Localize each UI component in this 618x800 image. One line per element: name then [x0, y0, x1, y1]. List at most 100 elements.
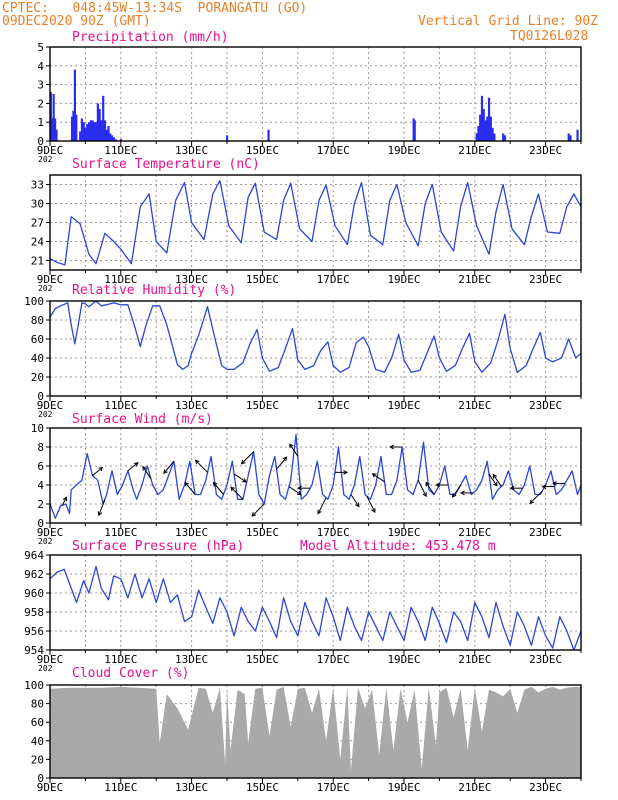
wind-arrow — [289, 443, 299, 457]
wind-arrow-head — [62, 496, 68, 502]
surface-temperature-ytick-label: 27 — [31, 217, 44, 230]
cloud-cover-xtick-label: 23DEC — [529, 781, 562, 794]
precipitation-bar — [486, 116, 489, 141]
precipitation-frame — [49, 46, 582, 142]
surface-wind-xtick-label: 19DEC — [387, 526, 420, 539]
surface-temperature-ytick-label: 24 — [31, 236, 45, 249]
wind-arrow — [492, 474, 502, 487]
wind-arrow — [417, 480, 427, 497]
precipitation-bar — [103, 120, 107, 141]
precipitation-bar — [105, 129, 108, 141]
surface-pressure-xtick-label: 9DEC — [37, 653, 64, 666]
wind-arrow-head — [371, 508, 376, 514]
precipitation-bar — [110, 135, 114, 141]
relative-humidity-xtick-label: 21DEC — [458, 399, 491, 412]
wind-arrow-head — [297, 485, 302, 491]
precipitation-bar — [82, 122, 85, 141]
surface-temperature-title: Surface Temperature (nC) — [72, 157, 260, 172]
relative-humidity-xtick-label: 15DEC — [246, 399, 279, 412]
cloud-cover-xtick-label: 11DEC — [104, 781, 137, 794]
cloud-cover-ytick-label: 60 — [31, 716, 44, 729]
surface-wind-ytick-label: 4 — [37, 479, 44, 492]
precipitation-ytick-label: 4 — [37, 60, 44, 73]
precipitation-ytick-label: 0 — [37, 135, 44, 148]
precipitation-ytick-label: 2 — [37, 97, 44, 110]
surface-wind-ytick-label: 0 — [37, 517, 44, 530]
surface-wind-xtick-label: 21DEC — [458, 526, 491, 539]
cloud-cover-ytick-label: 20 — [31, 753, 44, 766]
wind-arrow — [163, 460, 175, 474]
relative-humidity-ytick-label: 0 — [37, 390, 44, 403]
cloud-cover-xtick-label: 21DEC — [458, 781, 491, 794]
relative-humidity-ytick-label: 60 — [31, 333, 44, 346]
precipitation-bar — [73, 69, 76, 141]
precipitation-xtick-label: 11DEC — [104, 144, 137, 157]
surface-wind-xtick-label: 9DEC — [37, 526, 64, 539]
wind-arrow-head — [194, 459, 200, 465]
precipitation-bar — [75, 114, 78, 141]
surface-pressure-ytick-label: 954 — [24, 644, 44, 657]
wind-arrow-head — [343, 469, 349, 475]
precipitation-bar — [479, 114, 482, 141]
precipitation-xtick-label: 19DEC — [387, 144, 420, 157]
surface-pressure-ytick-label: 956 — [24, 625, 44, 638]
precipitation-bar — [72, 110, 75, 141]
relative-humidity-xtick-label: 9DEC — [37, 399, 64, 412]
surface-pressure-xtick-label: 13DEC — [175, 653, 208, 666]
surface-wind-ytick-label: 2 — [37, 498, 44, 511]
wind-arrow — [276, 456, 287, 470]
relative-humidity-ytick-label: 20 — [31, 371, 44, 384]
surface-temperature-panel: Surface Temperature (nC) 21 24 27 30 33 9DEC 11… — [31, 157, 582, 293]
wind-arrow-head — [541, 484, 547, 489]
surface-temperature-ytick-label: 30 — [31, 198, 44, 211]
precipitation-xtick-label: 13DEC — [175, 144, 208, 157]
surface-pressure-title: Surface Pressure (hPa) — [72, 539, 244, 554]
cloud-cover-ytick-label: 80 — [31, 698, 44, 711]
cloud-cover-frame — [49, 684, 582, 779]
surface-pressure-xtick-label: 17DEC — [317, 653, 350, 666]
relative-humidity-ytick-label: 40 — [31, 352, 44, 365]
header-location: CPTEC: 048:45W-13:34S PORANGATU (GO) — [2, 1, 308, 16]
relative-humidity-ytick-label: 100 — [24, 295, 44, 308]
precipitation-bar — [55, 129, 58, 141]
surface-pressure-panel: Surface Pressure (hPa) Model Altitude: 45… — [24, 539, 582, 673]
precipitation-bar — [413, 120, 416, 141]
surface-pressure-line — [49, 565, 582, 651]
wind-arrow — [184, 482, 196, 495]
precipitation-ytick-label: 1 — [37, 116, 44, 129]
surface-pressure-corner-label: 202 — [38, 664, 53, 673]
precipitation-bar — [502, 133, 505, 141]
surface-temperature-xtick-label: 19DEC — [387, 273, 420, 286]
precipitation-bar — [477, 125, 480, 141]
precipitation-ytick-label: 5 — [37, 41, 44, 54]
precipitation-bar — [86, 124, 89, 141]
wind-arrow-head — [242, 478, 247, 483]
wind-arrow — [529, 490, 543, 504]
wind-arrow-head — [212, 481, 218, 487]
precipitation-xtick-label: 9DEC — [37, 144, 64, 157]
wind-arrow-head — [435, 482, 441, 488]
surface-wind-panel: Surface Wind (m/s) 0 2 4 6 8 10 9DEC 11DEC 13DEC 1… — [31, 412, 582, 546]
wind-arrow — [366, 495, 376, 513]
surface-pressure-ytick-label: 962 — [24, 568, 44, 581]
precipitation-bar — [576, 129, 579, 141]
wind-arrow-head — [425, 481, 430, 487]
relative-humidity-xtick-label: 17DEC — [317, 399, 350, 412]
wind-arrow — [195, 459, 208, 473]
wind-arrow-head — [184, 481, 190, 487]
precipitation-bar — [49, 92, 52, 141]
wind-arrow-head — [97, 511, 103, 517]
precipitation-bar — [70, 116, 74, 141]
surface-temperature-xtick-label: 15DEC — [246, 273, 279, 286]
precipitation-panel: Precipitation (mm/h) 0 1 2 3 4 5 9DEC 11DEC 13DEC… — [37, 30, 582, 164]
wind-arrow — [233, 473, 247, 483]
cloud-cover-ytick-label: 100 — [24, 679, 44, 692]
surface-temperature-xtick-label: 9DEC — [37, 273, 64, 286]
precipitation-bar — [567, 133, 570, 141]
precipitation-bar — [51, 118, 54, 141]
wind-arrow-head — [317, 509, 322, 515]
wind-arrow-head — [296, 490, 302, 496]
surface-temperature-line — [49, 180, 582, 266]
precipitation-title: Precipitation (mm/h) — [72, 30, 229, 45]
precipitation-bar — [93, 122, 96, 141]
